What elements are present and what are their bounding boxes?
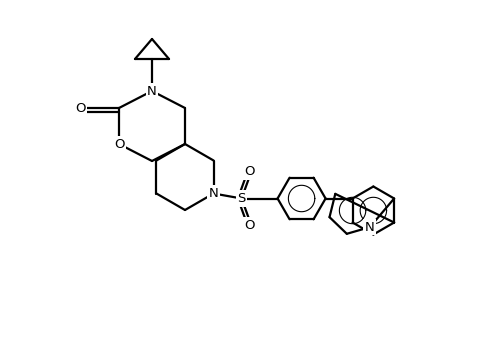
Text: N: N bbox=[209, 187, 219, 200]
Text: O: O bbox=[114, 138, 124, 151]
Text: N: N bbox=[365, 221, 375, 234]
Text: O: O bbox=[75, 101, 85, 115]
Text: N: N bbox=[147, 85, 157, 97]
Text: O: O bbox=[245, 165, 255, 178]
Text: O: O bbox=[245, 219, 255, 232]
Text: S: S bbox=[238, 192, 246, 205]
